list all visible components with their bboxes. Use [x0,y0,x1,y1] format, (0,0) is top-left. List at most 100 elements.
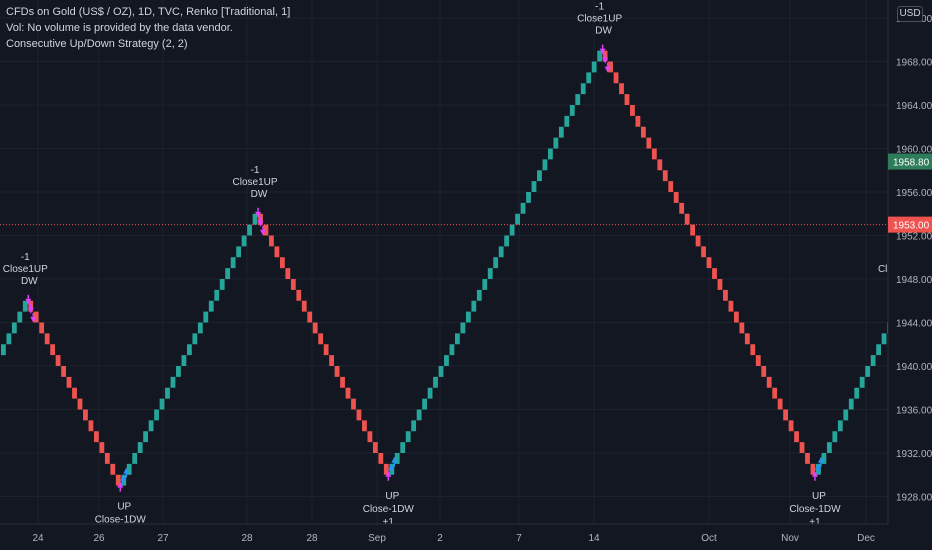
time-tick-label: 24 [32,533,44,544]
up-brick [460,322,466,334]
down-brick [104,453,110,464]
up-brick [236,246,242,258]
up-brick [438,366,444,377]
up-brick [553,137,559,149]
down-brick [50,344,56,356]
down-brick [712,268,717,279]
up-brick [526,192,531,203]
price-tick-label: 1944.00 [896,319,932,330]
buy-arrow-icon [814,463,821,470]
up-brick [126,463,132,475]
down-brick [679,202,685,214]
time-tick-label: 7 [516,533,522,544]
up-brick [1,344,6,356]
time-tick-label: 14 [588,533,600,544]
down-brick [263,224,269,236]
down-brick [744,333,750,345]
up-brick [843,409,849,421]
up-brick [405,431,411,443]
up-brick [542,159,548,171]
sell-arrow-icon [599,48,606,55]
down-brick [657,159,663,171]
trade-labels: -1Close1UPDWUPClose-1DW+1-1Close1UPDWUPC… [3,2,932,539]
trade-label-text: DW [595,26,612,37]
up-brick [832,431,838,443]
down-brick [329,355,334,366]
down-brick [318,333,324,345]
down-brick [312,322,318,334]
down-brick [733,311,739,323]
strategy-legend[interactable]: Consecutive Up/Down Strategy (2, 2) [6,38,188,50]
down-brick [55,355,61,366]
down-brick [750,344,756,356]
down-brick [356,409,362,421]
down-brick [367,431,373,443]
sell-arrow-icon [25,298,32,305]
up-brick [564,115,570,127]
up-brick [580,83,586,95]
buy-arrow-icon [120,474,127,481]
down-brick [383,463,389,475]
up-brick [247,224,252,236]
up-brick [197,322,203,334]
trade-label-text: -1 [595,2,604,13]
down-brick [61,366,66,377]
currency-button[interactable]: USD [897,6,923,22]
up-brick [22,300,28,312]
up-brick [192,333,198,345]
price-tick-label: 1940.00 [896,362,932,373]
up-brick [422,398,427,410]
down-brick [777,398,783,410]
up-brick [471,300,477,312]
price-tick-label: 1964.00 [896,101,932,112]
up-brick [165,387,170,399]
buy-arrow-icon [811,470,818,477]
buy-arrow-icon [385,470,392,477]
price-tick-label: 1968.00 [896,58,932,69]
up-brick [219,279,225,290]
down-brick [640,126,646,138]
down-brick [794,431,799,443]
buy-arrow-icon [388,463,395,470]
down-brick [279,257,285,269]
down-brick [66,376,72,388]
down-brick [296,289,302,301]
trade-label-text: Close1UP [3,264,48,275]
up-brick [826,442,832,453]
up-brick [208,300,214,312]
down-brick [99,442,105,453]
symbol-legend[interactable]: CFDs on Gold (US$ / OZ), 1D, TVC, Renko … [6,6,291,18]
down-brick [269,235,274,247]
up-brick [876,344,881,356]
time-tick-label: Oct [701,533,717,544]
up-brick [416,409,422,421]
down-brick [285,268,291,279]
up-brick [487,268,493,279]
down-brick [351,398,356,410]
down-brick [340,376,345,388]
up-brick [411,420,417,432]
sell-arrow-icon [30,316,37,323]
up-brick [586,72,592,84]
down-brick [695,235,701,247]
up-brick [170,376,176,388]
price-tick-label: 1952.00 [896,232,932,243]
last-price-text: 1958.80 [893,158,930,169]
time-tick-label: Nov [781,533,799,544]
down-brick [72,387,77,399]
down-brick [334,366,340,377]
trade-label-text: UP [812,491,826,502]
up-brick [154,409,159,421]
time-tick-label: Dec [857,533,875,544]
up-brick [575,94,581,105]
price-tick-label: 1936.00 [896,406,932,417]
down-brick [77,398,83,410]
up-brick [444,355,449,366]
trade-label-text: Close1UP [577,14,622,25]
price-tick-label: 1932.00 [896,449,932,460]
volume-legend[interactable]: Vol: No volume is provided by the data v… [6,22,233,34]
down-brick [635,115,641,127]
down-brick [739,322,745,334]
down-brick [646,137,652,149]
